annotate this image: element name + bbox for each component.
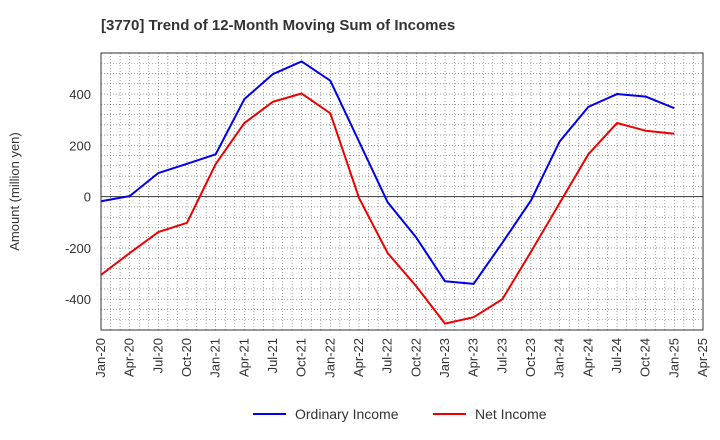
legend-ordinary-income: Ordinary Income (253, 406, 399, 422)
legend: Ordinary Income Net Income (253, 406, 547, 422)
series-line-ordinary-income (100, 60, 675, 285)
y-tick-label: 400 (69, 87, 91, 102)
x-tick-label: Jul-20 (150, 338, 165, 373)
x-tick-label: Oct-24 (638, 338, 653, 377)
legend-net-income: Net Income (433, 406, 547, 422)
x-tick-label: Apr-23 (466, 338, 481, 377)
grid (101, 52, 703, 331)
x-tick-label: Jul-23 (494, 338, 509, 373)
x-tick-labels: Jan-20 Apr-20 Jul-20 Oct-20 Jan-21 Apr-21 Jul-… (93, 338, 710, 378)
x-tick-label: Oct-20 (179, 338, 194, 377)
series-lines (100, 60, 675, 325)
y-tick-label: 0 (84, 190, 91, 205)
x-tick-label: Apr-20 (122, 338, 137, 377)
series-line-net-income (100, 92, 675, 325)
plot-frame (100, 52, 704, 331)
legend-label: Ordinary Income (295, 406, 399, 422)
x-tick-label: Apr-21 (236, 338, 251, 377)
x-tick-label: Jan-20 (93, 338, 108, 378)
chart-title: [3770] Trend of 12-Month Moving Sum of I… (101, 17, 455, 34)
y-axis-label: Amount (million yen) (7, 132, 22, 251)
y-tick-label: -400 (65, 292, 91, 307)
x-tick-label: Jul-24 (609, 338, 624, 373)
x-tick-label: Oct-22 (408, 338, 423, 377)
x-tick-label: Oct-23 (523, 338, 538, 377)
x-tick-label: Jul-21 (265, 338, 280, 373)
x-tick-label: Jan-25 (666, 338, 681, 378)
y-tick-labels: -400 -200 0 200 400 (65, 87, 91, 307)
x-tick-label: Jan-22 (322, 338, 337, 378)
x-tick-label: Jan-21 (208, 338, 223, 378)
x-tick-label: Apr-25 (695, 338, 710, 377)
x-tick-label: Jan-24 (552, 338, 567, 378)
y-tick-label: 200 (69, 138, 91, 153)
x-tick-label: Apr-24 (580, 338, 595, 377)
y-tick-label: -200 (65, 241, 91, 256)
x-tick-label: Oct-21 (294, 338, 309, 377)
x-tick-label: Jul-22 (380, 338, 395, 373)
x-tick-label: Apr-22 (351, 338, 366, 377)
legend-label: Net Income (475, 406, 547, 422)
x-tick-label: Jan-23 (437, 338, 452, 378)
